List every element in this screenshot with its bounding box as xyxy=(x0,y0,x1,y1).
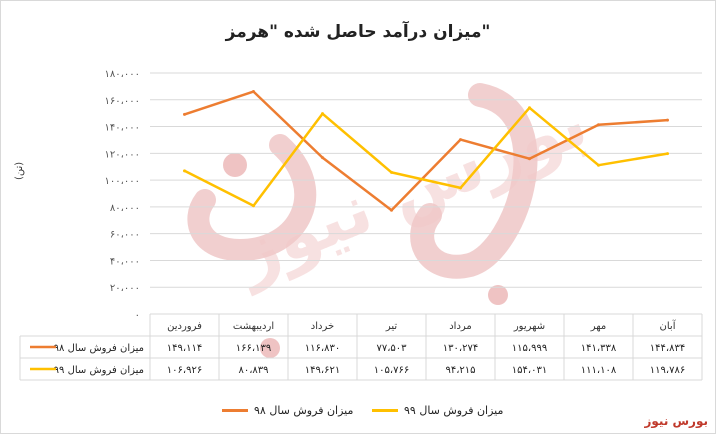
data-label: ۱۱۶،۸۳۰ xyxy=(305,343,340,354)
chart-title: "میزان درآمد حاصل شده "هرمز xyxy=(225,22,491,42)
series-lines xyxy=(183,90,669,212)
data-label: ۷۷،۵۰۳ xyxy=(376,343,407,354)
watermark-text: بورس نیوز xyxy=(221,80,598,296)
y-tick-label: ۱۶۰،۰۰۰ xyxy=(105,96,140,107)
data-point xyxy=(321,112,324,116)
y-tick-label: ۸۰،۰۰۰ xyxy=(110,203,140,214)
y-tick-label: ۱۴۰،۰۰۰ xyxy=(105,123,140,134)
data-label: ۱۴۹،۶۲۱ xyxy=(305,365,340,376)
data-point xyxy=(252,90,255,94)
data-label: ۹۴،۲۱۵ xyxy=(445,365,475,376)
data-label: ۱۰۶،۹۲۶ xyxy=(167,365,202,376)
data-label: ۱۰۵،۷۶۶ xyxy=(374,365,409,376)
watermark-dot xyxy=(488,285,508,305)
y-tick-label: ۲۰،۰۰۰ xyxy=(110,283,140,294)
watermark-dot xyxy=(223,153,247,177)
legend-item-98: میزان فروش سال ۹۸ xyxy=(222,404,353,417)
data-point xyxy=(252,204,255,208)
row-series-name: میزان فروش سال ۹۸ xyxy=(54,343,144,354)
data-label: ۱۶۶،۱۳۹ xyxy=(236,343,271,354)
data-label: ۱۴۹،۱۱۴ xyxy=(167,343,202,354)
data-label: ۱۵۴،۰۳۱ xyxy=(512,365,547,376)
data-point xyxy=(321,156,324,160)
data-label: ۱۱۵،۹۹۹ xyxy=(512,343,547,354)
data-point xyxy=(528,106,531,110)
grid-lines xyxy=(150,72,702,288)
y-tick-label: ۱۸۰،۰۰۰ xyxy=(105,69,140,80)
data-table: فروردین اردیبهشت خرداد تیر مرداد شهریور مهر آبا… xyxy=(19,313,703,381)
data-point xyxy=(597,163,600,167)
legend-swatch-99 xyxy=(372,409,398,412)
legend-label-98: میزان فروش سال ۹۸ xyxy=(254,404,354,417)
category-label: آبان xyxy=(660,319,677,332)
category-label: شهریور xyxy=(513,321,545,332)
series-line-0 xyxy=(184,90,668,212)
category-label: خرداد xyxy=(311,321,334,332)
row-series-name: میزان فروش سال ۹۹ xyxy=(54,365,144,376)
y-tick-label: ۱۰۰،۰۰۰ xyxy=(105,176,140,187)
data-point xyxy=(390,170,393,174)
data-label: ۱۳۰،۲۷۴ xyxy=(443,343,478,354)
y-tick-label: ۰ xyxy=(135,310,140,321)
data-label: ۱۱۱،۱۰۸ xyxy=(581,365,617,376)
watermark-stroke xyxy=(187,134,317,262)
data-point xyxy=(183,112,186,116)
watermark-logo: بورس نیوز xyxy=(187,80,598,358)
series-line-1 xyxy=(183,106,668,208)
data-label: ۸۰،۸۳۹ xyxy=(238,365,268,376)
data-label: ۱۴۴،۸۳۴ xyxy=(650,343,685,354)
y-tick-label: ۶۰،۰۰۰ xyxy=(110,230,140,241)
y-ticks: ۰ ۲۰،۰۰۰ ۴۰،۰۰۰ ۶۰،۰۰۰ ۸۰،۰۰۰ ۱۰۰،۰۰۰ ۱۲۰،۰۰۰ ۱… xyxy=(105,69,140,321)
category-label: تیر xyxy=(385,321,398,332)
data-point xyxy=(597,123,600,127)
brand-logo: بورس نیوز xyxy=(644,414,708,428)
category-label: مهر xyxy=(590,321,606,332)
data-point xyxy=(528,157,531,161)
data-point xyxy=(390,208,393,212)
data-point xyxy=(459,186,462,190)
category-label: فروردین xyxy=(167,321,202,332)
watermark-dot xyxy=(260,338,280,358)
y-tick-label: ۱۲۰،۰۰۰ xyxy=(105,149,140,160)
data-point xyxy=(666,152,669,156)
category-label: اردیبهشت xyxy=(233,321,274,332)
data-point xyxy=(666,118,669,122)
data-point xyxy=(459,138,462,142)
legend-swatch-98 xyxy=(222,409,248,412)
legend-item-99: میزان فروش سال ۹۹ xyxy=(372,404,503,417)
data-label: ۱۴۱،۳۳۸ xyxy=(581,343,617,354)
data-label: ۱۱۹،۷۸۶ xyxy=(650,365,685,376)
data-point xyxy=(183,169,186,173)
category-label: مرداد xyxy=(449,321,472,332)
legend-label-99: میزان فروش سال ۹۹ xyxy=(404,404,504,417)
y-tick-label: ۴۰،۰۰۰ xyxy=(110,256,140,267)
